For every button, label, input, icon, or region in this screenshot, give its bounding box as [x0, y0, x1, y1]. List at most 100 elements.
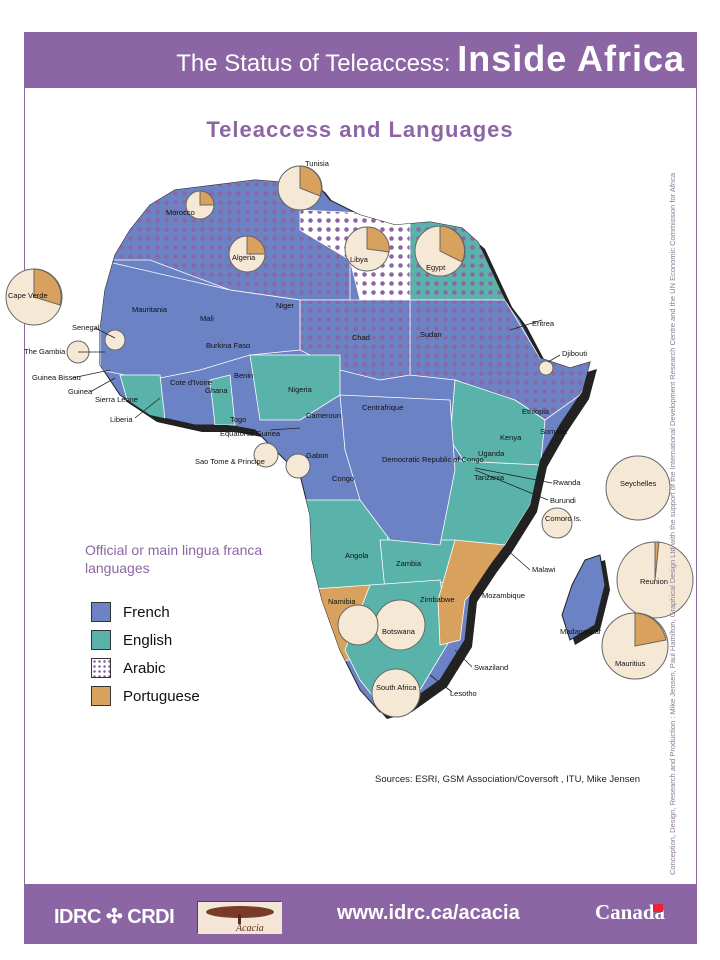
label-algeria: Algeria [232, 253, 256, 262]
pie-seychelles [605, 455, 671, 521]
label-sierra-leone: Sierra Leone [95, 395, 138, 404]
label-togo: Togo [230, 415, 246, 424]
pie-botswana [374, 599, 426, 651]
legend-label-french: French [123, 603, 170, 621]
arabic-swatch [91, 658, 111, 678]
idrc-logo: IDRC ✣ CRDI [54, 904, 175, 929]
label-mali: Mali [200, 314, 214, 323]
label-djibouti: Djibouti [562, 349, 587, 358]
canada-flag-icon [653, 904, 663, 912]
label-nigeria: Nigeria [288, 385, 313, 394]
label-egypt: Egypt [426, 263, 446, 272]
idrc-text: IDRC [54, 906, 101, 928]
header-bar: The Status of Teleaccess: Inside Africa [24, 32, 697, 88]
pie-charts [5, 165, 694, 718]
label-comoro: Comoro Is. [545, 514, 582, 523]
pie-djibouti [538, 360, 554, 376]
footer-bar: IDRC ✣ CRDI Acacia www.idrc.ca/acacia Ca… [24, 884, 697, 944]
label-ethiopia: Ethiopia [522, 407, 550, 416]
label-uganda: Uganda [478, 449, 505, 458]
label-centrafrique: Centrafrique [362, 403, 403, 412]
pie-libya-slice [366, 226, 390, 253]
label-ghana: Ghana [205, 386, 228, 395]
pie-morocco-slice [199, 190, 215, 206]
label-namibia: Namibia [328, 597, 356, 606]
label-lesotho: Lesotho [450, 689, 477, 698]
title-prefix: The Status of Teleaccess: [176, 50, 458, 77]
label-zambia: Zambia [396, 559, 422, 568]
label-somalia: Somalia [540, 427, 568, 436]
region-nigeria [249, 354, 341, 421]
french-swatch [91, 602, 111, 622]
label-chad: Chad [352, 333, 370, 342]
label-reunion: Reunion [640, 577, 668, 586]
map-subtitle: Teleaccess and Languages [206, 117, 514, 142]
label-seychelles: Seychelles [620, 479, 657, 488]
label-liberia: Liberia [110, 415, 133, 424]
label-mauritius: Mauritius [615, 659, 646, 668]
label-gambia: The Gambia [24, 347, 66, 356]
label-botswana: Botswana [382, 627, 416, 636]
pie-sao-tome [253, 442, 279, 468]
pie-algeria-slice [246, 235, 266, 255]
acacia-logo: Acacia [197, 901, 282, 934]
legend-title: Official or main lingua franca languages [85, 542, 263, 576]
label-cameroun: Cameroun [306, 411, 341, 420]
label-sao-tome: Sao Tome & Principe [195, 457, 265, 466]
page-title: The Status of Teleaccess: Inside Africa [176, 38, 685, 80]
legend-label-english: English [123, 631, 173, 649]
region-drc [339, 394, 456, 546]
leader-lines [71, 319, 561, 693]
label-south-africa: South Africa [376, 683, 417, 692]
pie-mauritius-slice [634, 612, 667, 647]
idrc-crdi-icon: ✣ [105, 906, 123, 928]
legend-label-portuguese: Portuguese [123, 687, 200, 705]
legend-item-arabic: Arabic [91, 654, 200, 682]
label-burundi: Burundi [550, 496, 576, 505]
label-benin: Benin [234, 371, 253, 380]
label-morocco: Morocco [166, 208, 195, 217]
legend: French English Arabic Portuguese [91, 598, 200, 710]
portuguese-swatch [91, 686, 111, 706]
label-senegal: Senegal [72, 323, 100, 332]
legend-label-arabic: Arabic [123, 659, 166, 677]
legend-item-english: English [91, 626, 200, 654]
label-sudan: Sudan [420, 330, 442, 339]
footer-url[interactable]: www.idrc.ca/acacia [337, 902, 520, 924]
label-cote-divoire: Cote d'Ivoire [170, 378, 212, 387]
pie-gabon [285, 453, 311, 479]
country-labels: Tunisia Morocco Algeria Libya Egypt Cape… [8, 159, 668, 698]
label-guinea: Guinea [68, 387, 93, 396]
pie-egypt-slice [439, 225, 466, 263]
label-eritrea: Eritrea [532, 319, 555, 328]
title-main: Inside Africa [457, 38, 685, 79]
acacia-text: Acacia [235, 923, 264, 934]
label-equatorial-guinea: Equatorial Guinea [220, 429, 281, 438]
label-cape-verde: Cape Verde [8, 291, 48, 300]
label-madagascar: Madagascar [560, 627, 602, 636]
label-niger: Niger [276, 301, 294, 310]
label-rwanda: Rwanda [553, 478, 581, 487]
credit-line: Conception, Design, Research and Product… [668, 172, 677, 875]
pie-south-africa [371, 668, 421, 718]
label-mauritania: Mauritania [132, 305, 168, 314]
label-malawi: Malawi [532, 565, 556, 574]
label-burkina-faso: Burkina Faso [206, 341, 250, 350]
pie-comoro [541, 507, 573, 539]
label-angola: Angola [345, 551, 369, 560]
label-zimbabwe: Zimbabwe [420, 595, 455, 604]
pie-senegal [104, 329, 126, 351]
label-congo: Congo [332, 474, 354, 483]
label-mozambique: Mozambique [482, 591, 525, 600]
acacia-tree-icon: Acacia [198, 902, 282, 934]
legend-item-portuguese: Portuguese [91, 682, 200, 710]
english-swatch [91, 630, 111, 650]
label-kenya: Kenya [500, 433, 522, 442]
label-libya: Libya [350, 255, 369, 264]
label-tunisia: Tunisia [305, 159, 330, 168]
label-gabon: Gabon [306, 451, 329, 460]
region-ghana [209, 374, 236, 426]
pie-namibia [337, 604, 379, 646]
crdi-text: CRDI [127, 906, 175, 928]
